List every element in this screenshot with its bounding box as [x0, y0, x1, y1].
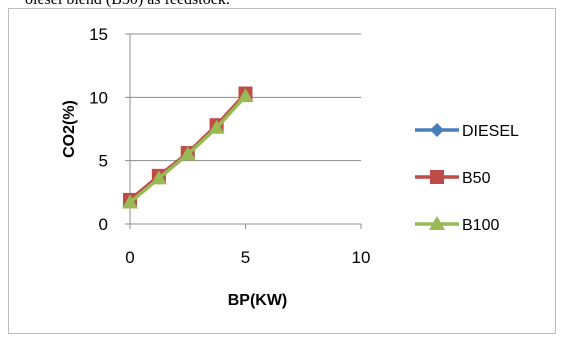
y-tick-label-0: 0 — [99, 215, 108, 234]
y-tick-label-10: 10 — [89, 88, 108, 107]
data-point-b100-4 — [237, 88, 254, 103]
x-tick-label-0: 0 — [125, 248, 134, 267]
y-tick-label-15: 15 — [89, 25, 108, 44]
legend-label-b100: B100 — [462, 217, 499, 234]
x-tick-label-5: 5 — [241, 248, 250, 267]
legend-marker-diesel — [430, 123, 444, 137]
legend-marker-b100 — [429, 216, 445, 230]
y-axis-title: CO2(%) — [61, 100, 78, 158]
data-point-b100-2 — [179, 146, 196, 161]
data-point-b100-3 — [208, 119, 225, 134]
legend-label-b50: B50 — [462, 170, 491, 187]
figure-caption: oiesel blend (B50) as feedstock. — [25, 0, 230, 9]
tick-labels: 0 5 10 15 0 5 10 — [89, 25, 370, 267]
legend-label-diesel: DIESEL — [462, 123, 519, 140]
data-point-b100-0 — [122, 194, 138, 209]
x-axis-title: BP(KW) — [228, 292, 288, 309]
legend-marker-b50 — [430, 170, 444, 184]
series-group — [122, 86, 254, 209]
axes — [125, 33, 362, 229]
chart-frame — [8, 8, 556, 334]
legend: DIESEL B50 B100 — [415, 123, 519, 234]
x-tick-label-10: 10 — [352, 248, 371, 267]
y-tick-label-5: 5 — [99, 152, 108, 171]
data-point-b100-1 — [150, 170, 167, 185]
